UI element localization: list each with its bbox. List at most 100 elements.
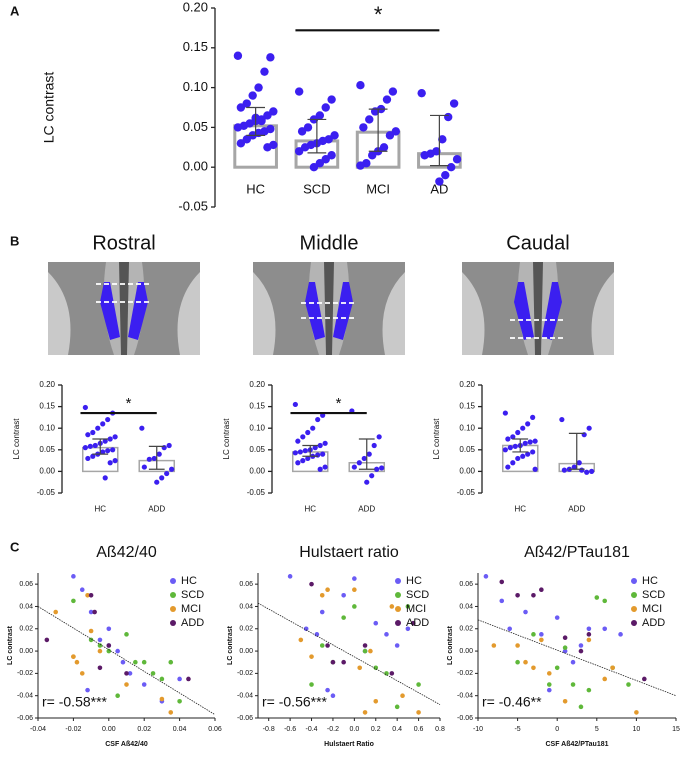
data-point — [107, 436, 113, 442]
data-point — [515, 659, 520, 665]
data-point — [586, 632, 592, 637]
data-point — [146, 456, 152, 462]
data-point — [319, 643, 325, 648]
data-point — [356, 460, 362, 466]
error-bar — [148, 445, 165, 470]
data-point — [578, 648, 584, 654]
data-point — [177, 676, 182, 682]
data-point — [368, 648, 373, 654]
data-point — [82, 404, 88, 411]
data-point — [374, 466, 380, 472]
data-point — [562, 635, 568, 640]
data-point — [391, 127, 401, 136]
data-point — [295, 438, 301, 444]
data-point — [44, 637, 50, 643]
data-point — [85, 687, 90, 693]
region-title: Middle — [300, 232, 359, 254]
data-point — [90, 429, 96, 436]
y-tick-label: 0.20 — [459, 380, 475, 389]
data-point — [97, 665, 103, 671]
y-tick-label: -0.05 — [457, 488, 476, 497]
y-tick-label: 0.00 — [183, 159, 208, 174]
data-point — [233, 123, 243, 132]
data-point — [303, 626, 309, 632]
data-point — [327, 151, 336, 160]
x-tick-label: ADD — [358, 505, 375, 514]
data-point — [365, 115, 374, 124]
data-point — [319, 593, 325, 598]
trend-line — [37, 606, 216, 715]
data-point — [379, 465, 385, 471]
data-point — [325, 643, 330, 648]
data-point — [85, 593, 90, 598]
data-point — [507, 626, 512, 632]
locus-coeruleus — [333, 282, 353, 340]
y-tick-label: 0.06 — [19, 581, 33, 588]
data-point — [361, 455, 367, 462]
data-point — [97, 643, 103, 648]
trend-line — [257, 602, 441, 705]
panel-label: B — [10, 233, 19, 248]
data-point — [292, 401, 298, 408]
data-point — [303, 123, 313, 132]
legend-swatch — [170, 578, 176, 584]
y-axis-label: LC contrast — [227, 625, 234, 665]
data-point — [483, 574, 489, 579]
data-point — [321, 103, 330, 112]
x-tick-label: -10 — [473, 726, 483, 733]
locus-coeruleus — [100, 282, 120, 340]
x-tick-label: -0.04 — [30, 726, 46, 733]
data-point — [559, 416, 565, 423]
legend-swatch — [395, 620, 401, 626]
brain-structure — [462, 272, 485, 355]
data-point — [356, 161, 365, 170]
x-tick-label: SCD — [303, 182, 330, 197]
data-point — [520, 453, 526, 459]
data-point — [420, 151, 429, 160]
data-point — [302, 448, 308, 454]
data-point — [102, 438, 108, 444]
brain-structure — [253, 272, 276, 355]
legend-swatch — [395, 578, 401, 584]
data-point — [322, 464, 328, 470]
x-axis-label: CSF Aß42/PTau181 — [545, 741, 608, 748]
data-point — [141, 464, 147, 470]
data-point — [233, 51, 243, 60]
y-tick-label: 0.05 — [39, 445, 55, 454]
data-point — [505, 464, 511, 470]
x-tick-label: 0.00 — [102, 726, 116, 733]
data-point — [95, 425, 101, 431]
data-point — [362, 710, 368, 715]
data-point — [105, 416, 111, 423]
data-point — [341, 593, 346, 598]
data-point — [248, 91, 257, 100]
data-point — [320, 451, 326, 457]
data-point — [570, 682, 576, 687]
data-point — [384, 632, 389, 637]
y-tick-label: 0.00 — [239, 648, 253, 655]
x-tick-label: 0 — [555, 726, 559, 733]
y-tick-label: 0.20 — [183, 0, 208, 14]
data-point — [369, 473, 375, 479]
x-tick-label: MCI — [366, 182, 390, 197]
data-point — [112, 434, 118, 440]
data-point — [300, 458, 306, 464]
data-point — [263, 143, 272, 152]
brain-structure — [382, 272, 405, 355]
data-point — [515, 643, 520, 648]
data-point — [341, 659, 346, 665]
data-point — [444, 112, 453, 122]
y-tick-label: 0.05 — [183, 119, 208, 134]
data-point — [85, 455, 91, 462]
data-point — [322, 440, 328, 446]
x-tick-label: -5 — [514, 726, 520, 733]
data-point — [578, 643, 584, 648]
data-point — [309, 654, 314, 659]
significance-label: * — [374, 2, 383, 27]
locus-coeruleus — [128, 282, 148, 340]
data-point — [319, 609, 325, 615]
x-tick-label: 0.04 — [173, 726, 187, 733]
data-point — [586, 425, 592, 431]
y-tick-label: -0.04 — [17, 693, 33, 700]
x-tick-label: HC — [246, 182, 265, 197]
